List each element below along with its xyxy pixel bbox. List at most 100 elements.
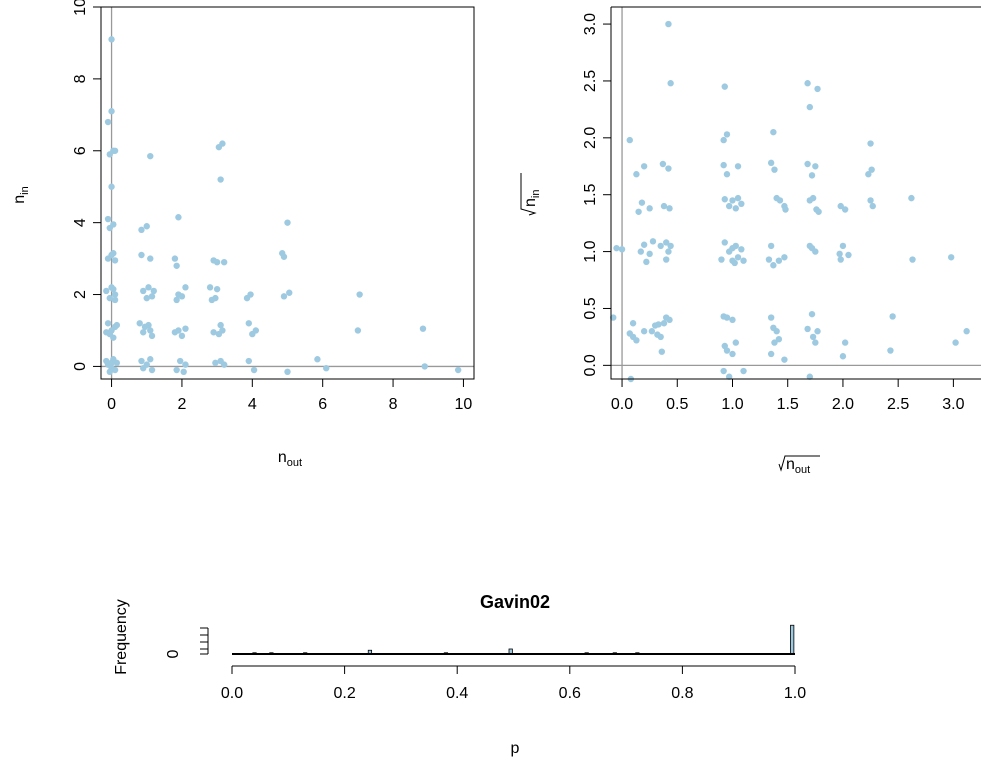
p1-point xyxy=(173,366,180,374)
p1-xtick-label: 4 xyxy=(248,396,257,413)
p1-point xyxy=(243,294,251,302)
p3-axes: 0.0 0.2 0.4 0.6 0.8 1.0 0 xyxy=(165,627,806,702)
p1-point xyxy=(421,363,428,370)
p1-point xyxy=(147,356,154,363)
p1-point xyxy=(111,296,119,304)
p1-point xyxy=(171,255,179,262)
p2-point xyxy=(845,251,852,259)
p2-point xyxy=(732,339,740,346)
p1-point xyxy=(113,321,121,329)
p1-point xyxy=(110,285,117,293)
p2-point xyxy=(734,254,742,261)
p1-point xyxy=(145,321,152,329)
scatter-plot-sqrt: 0.0 0.5 1.0 1.5 2.0 2.5 3.0 0.0 0.5 1.0 1.5 2.0 2.5 3… xyxy=(520,6,981,476)
p2-point xyxy=(723,171,731,178)
p2-ytick-label: 3.0 xyxy=(582,13,599,35)
p1-point xyxy=(104,118,112,126)
p2-point xyxy=(718,256,725,263)
p1-point xyxy=(103,357,110,365)
p2-point xyxy=(660,320,668,327)
p2-point xyxy=(809,194,817,202)
p2-point xyxy=(626,136,633,144)
p1-point xyxy=(213,258,221,266)
p2-xlabel: nout xyxy=(778,455,820,476)
p1-point xyxy=(145,284,152,291)
p1-point xyxy=(110,147,117,154)
p2-point xyxy=(635,208,642,215)
p2-point xyxy=(667,242,674,250)
p1-point xyxy=(171,329,179,336)
p1-point xyxy=(103,287,110,295)
p1-point xyxy=(108,108,115,115)
p2-point xyxy=(720,161,727,169)
p1-axes: 0 2 4 6 8 10 0 2 4 6 8 10 xyxy=(72,0,472,413)
p2-point xyxy=(663,239,670,246)
p1-point xyxy=(108,365,115,372)
hist-xlabel: p xyxy=(511,740,520,757)
p2-ytick-label: 1.5 xyxy=(582,183,599,205)
p1-point xyxy=(180,368,187,376)
p2-point xyxy=(721,239,728,246)
p2-point xyxy=(740,257,747,264)
p2-ytick-label: 2.0 xyxy=(582,127,599,149)
p2-point xyxy=(740,367,747,375)
p1-xtick-label: 6 xyxy=(318,396,327,413)
p1-point xyxy=(182,361,189,368)
p1-xlabel: nout xyxy=(278,449,302,469)
p1-point xyxy=(280,293,288,300)
p2-point xyxy=(812,339,819,346)
p2-point xyxy=(781,254,788,261)
p2-point xyxy=(655,321,662,328)
p2-point xyxy=(723,314,731,321)
p2-point xyxy=(770,262,777,269)
p2-point xyxy=(665,165,672,172)
p2-point xyxy=(666,316,673,324)
p2-point xyxy=(814,328,821,335)
p1-point xyxy=(143,294,150,302)
p2-point xyxy=(729,197,736,204)
p2-point xyxy=(809,333,817,341)
p1-points xyxy=(101,7,474,379)
p1-point xyxy=(147,152,154,160)
p2-point xyxy=(868,166,875,173)
p1-xtick-label: 2 xyxy=(177,396,186,413)
p2-point xyxy=(839,353,847,360)
p1-point xyxy=(110,334,117,341)
p2-point xyxy=(665,248,672,255)
p1-point xyxy=(148,332,156,340)
p1-point xyxy=(208,296,216,304)
p2-frame xyxy=(610,7,981,380)
p2-point xyxy=(657,242,664,250)
hist-xtick-label: 1.0 xyxy=(784,685,806,702)
p1-point xyxy=(356,291,363,298)
p1-point xyxy=(245,320,252,327)
p1-point xyxy=(136,320,143,327)
p1-point xyxy=(150,287,157,295)
hist-ylabel: Frequency xyxy=(113,599,130,675)
p2-point xyxy=(841,339,849,346)
hist-xtick-label: 0.6 xyxy=(559,685,581,702)
p2-point xyxy=(729,350,736,358)
p2-point xyxy=(725,373,733,380)
p1-point xyxy=(250,366,258,374)
p2-point xyxy=(638,199,646,206)
p2-point xyxy=(808,172,816,179)
p1-point xyxy=(245,357,252,365)
p1-point xyxy=(148,293,156,300)
p2-point xyxy=(947,254,955,261)
p2-point xyxy=(725,202,733,210)
p2-xtick-label: 3.0 xyxy=(942,396,964,413)
p2-ytick-label: 1.0 xyxy=(582,240,599,262)
p1-point xyxy=(138,357,145,365)
p2-point xyxy=(721,83,728,90)
hist-title: Gavin02 xyxy=(480,592,550,612)
p2-xtick-label: 1.5 xyxy=(777,396,799,413)
p1-point xyxy=(217,176,224,183)
p2-point xyxy=(613,244,620,252)
p2-point xyxy=(649,238,657,245)
p1-point xyxy=(454,366,462,374)
p1-point xyxy=(175,214,182,221)
scatter-plot-raw: 0 2 4 6 8 10 0 2 4 6 8 10 nout nin xyxy=(11,0,475,469)
hist-xtick-label: 0.0 xyxy=(221,685,243,702)
